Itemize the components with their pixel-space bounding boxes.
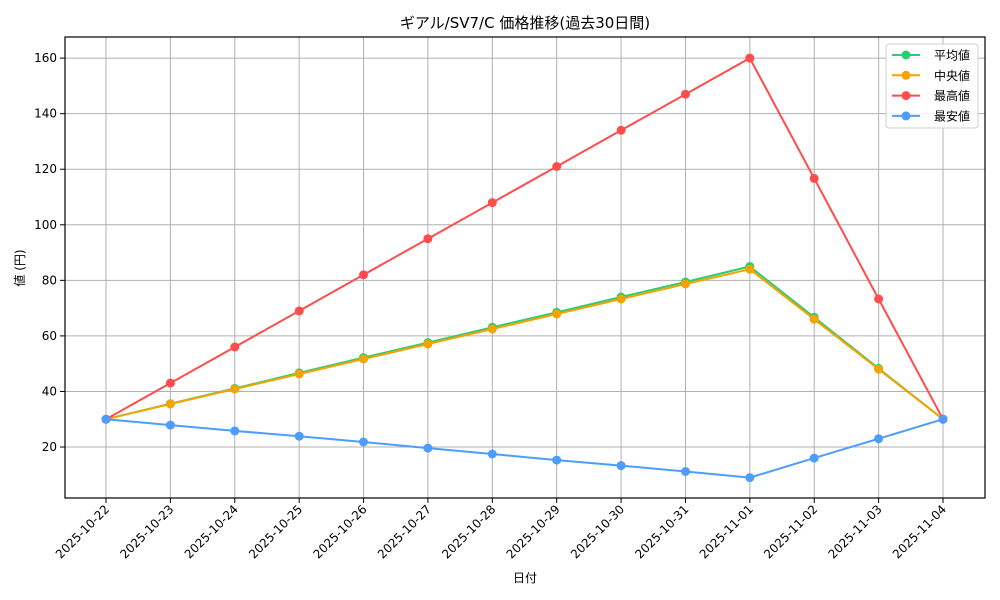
legend-label: 平均値 bbox=[934, 48, 970, 63]
data-point bbox=[423, 234, 433, 244]
plot-frame bbox=[64, 36, 986, 499]
data-point bbox=[809, 173, 819, 183]
data-point bbox=[101, 414, 111, 424]
legend-item: 平均値 bbox=[892, 48, 970, 63]
data-point bbox=[359, 437, 368, 447]
data-point bbox=[552, 455, 562, 465]
legend-label: 最高値 bbox=[934, 88, 970, 103]
data-point bbox=[681, 279, 690, 289]
data-point bbox=[809, 314, 819, 324]
legend-marker-icon bbox=[901, 91, 911, 101]
data-point bbox=[294, 306, 304, 316]
legend-label: 最安値 bbox=[934, 108, 970, 123]
data-point bbox=[165, 420, 175, 430]
data-point bbox=[745, 53, 755, 63]
data-point bbox=[552, 309, 562, 319]
legend-marker-icon bbox=[901, 50, 911, 60]
legend-item: 中央値 bbox=[892, 68, 970, 83]
data-point bbox=[616, 294, 626, 304]
y-tick-label: 80 bbox=[42, 273, 57, 287]
data-point bbox=[487, 324, 497, 334]
data-point bbox=[230, 342, 240, 352]
y-tick-label: 100 bbox=[34, 218, 57, 232]
data-point bbox=[938, 414, 948, 424]
data-point bbox=[487, 198, 497, 208]
legend-box bbox=[885, 43, 979, 129]
data-point bbox=[874, 434, 884, 444]
data-point bbox=[359, 354, 368, 364]
series-line bbox=[105, 56, 944, 421]
y-tick-label: 160 bbox=[34, 51, 57, 65]
legend-marker-icon bbox=[901, 70, 911, 80]
data-point bbox=[681, 467, 690, 476]
data-point bbox=[616, 125, 626, 135]
data-point bbox=[745, 264, 755, 274]
data-point bbox=[294, 431, 304, 441]
y-axis-label: 値 (円) bbox=[12, 249, 27, 286]
data-point bbox=[165, 399, 175, 409]
series-line bbox=[105, 418, 944, 479]
data-point bbox=[359, 270, 368, 280]
data-point bbox=[809, 453, 819, 463]
data-point bbox=[874, 364, 884, 374]
data-point bbox=[423, 443, 433, 453]
data-point bbox=[230, 426, 240, 436]
data-point bbox=[487, 449, 497, 459]
data-point bbox=[552, 162, 562, 171]
chart-title: ギアル/SV7/C 価格推移(過去30日間) bbox=[400, 14, 650, 32]
legend-label: 中央値 bbox=[934, 68, 970, 83]
legend-item: 最高値 bbox=[892, 88, 970, 103]
y-tick-label: 40 bbox=[42, 384, 57, 398]
data-point bbox=[745, 473, 755, 483]
legend-item: 最安値 bbox=[892, 108, 970, 123]
data-point bbox=[681, 89, 690, 99]
y-tick-label: 140 bbox=[34, 107, 57, 121]
data-point bbox=[874, 294, 884, 304]
series-lines bbox=[101, 53, 948, 483]
data-point bbox=[423, 339, 433, 349]
y-axis-ticks: 20 40 60 80 100 120 140 160 bbox=[34, 51, 65, 454]
series-3 bbox=[101, 414, 948, 483]
y-tick-label: 120 bbox=[34, 162, 57, 176]
series-line bbox=[105, 268, 944, 421]
data-point bbox=[616, 461, 626, 471]
x-axis-label: 日付 bbox=[513, 571, 537, 585]
legend-marker-icon bbox=[901, 111, 911, 121]
y-tick-label: 60 bbox=[42, 329, 57, 343]
data-point bbox=[230, 384, 240, 394]
y-tick-label: 20 bbox=[42, 440, 57, 454]
data-point bbox=[294, 369, 304, 379]
data-point bbox=[165, 378, 175, 388]
